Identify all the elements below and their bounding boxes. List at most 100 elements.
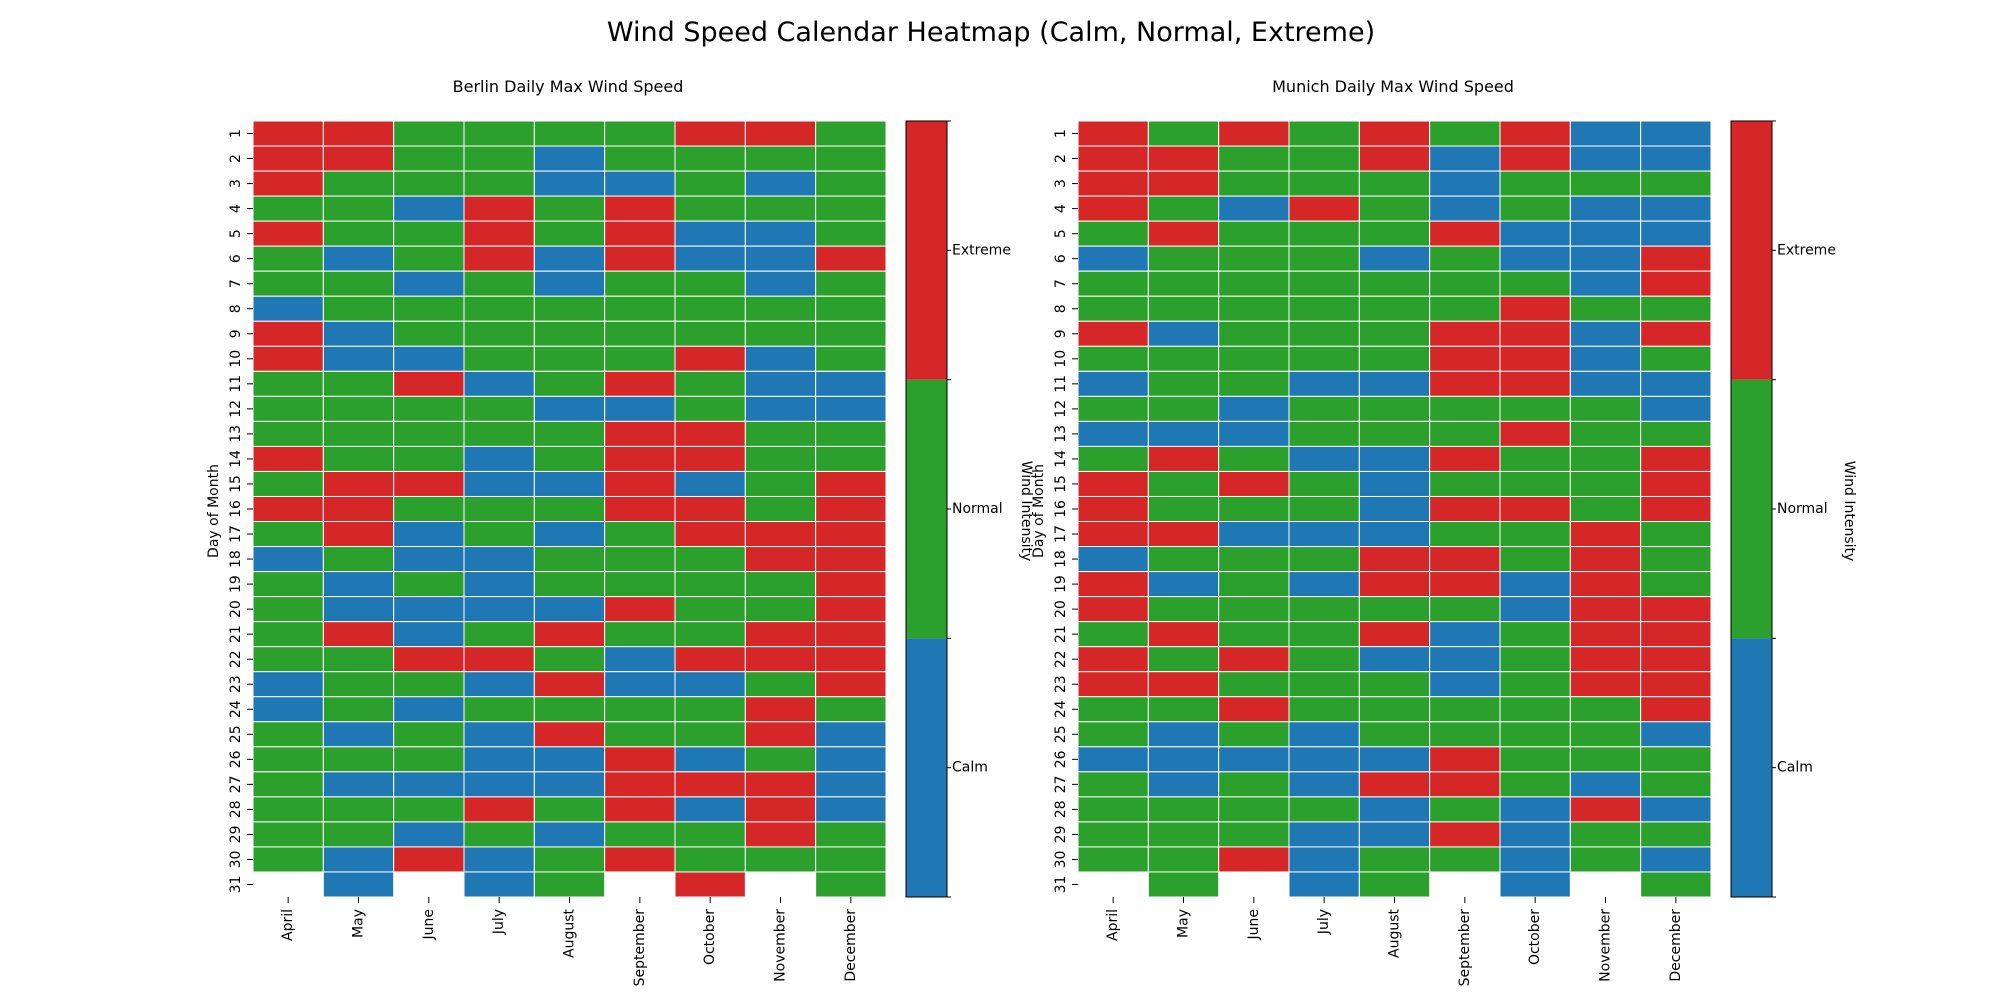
munich-cell-september-22	[1429, 646, 1501, 673]
berlin-cell-april-2	[252, 145, 324, 172]
munich-cell-august-18	[1358, 546, 1431, 573]
munich-cell-december-16	[1640, 495, 1712, 523]
berlin-cell-august-28	[533, 796, 606, 823]
munich-cell-may-29	[1147, 821, 1220, 848]
munich-cell-june-16	[1218, 495, 1290, 523]
berlin-cell-september-24	[604, 696, 676, 723]
munich-cell-october-7	[1499, 270, 1571, 297]
munich-cell-october-21	[1499, 621, 1571, 648]
berlin-cell-august-10	[533, 345, 606, 372]
munich-cell-may-9	[1147, 320, 1220, 347]
berlin-cell-october-28	[674, 796, 746, 823]
berlin-y-tick-label: 19	[228, 575, 244, 593]
berlin-cell-june-23	[393, 671, 465, 698]
berlin-cell-may-10	[322, 345, 395, 372]
berlin-y-tick-label: 12	[228, 400, 244, 418]
munich-cell-september-16	[1429, 495, 1501, 523]
munich-cell-june-26	[1218, 746, 1290, 773]
munich-cell-september-3	[1429, 170, 1501, 197]
berlin-cell-july-17	[463, 521, 535, 548]
munich-cell-april-5	[1077, 220, 1149, 247]
munich-cell-april-30	[1077, 846, 1149, 873]
munich-cell-september-4	[1429, 195, 1501, 222]
munich-cell-july-8	[1288, 295, 1360, 322]
munich-y-tick-label: 10	[1053, 350, 1069, 368]
munich-cell-october-26	[1499, 746, 1571, 773]
munich-cell-december-11	[1640, 370, 1712, 397]
munich-cell-october-9	[1499, 320, 1571, 347]
munich-y-tick-label: 18	[1053, 550, 1069, 568]
munich-cell-july-16	[1288, 495, 1360, 523]
munich-cell-july-25	[1288, 721, 1360, 748]
munich-cell-august-21	[1358, 621, 1431, 648]
berlin-cell-december-12	[815, 395, 887, 422]
berlin-cell-december-29	[815, 821, 887, 848]
berlin-cell-august-21	[533, 621, 606, 648]
munich-colorbar-label: Wind Intensity	[1841, 461, 1857, 562]
munich-cell-may-22	[1147, 646, 1220, 673]
munich-cell-october-16	[1499, 495, 1571, 523]
berlin-cell-september-28	[604, 796, 676, 823]
munich-cell-september-23	[1429, 671, 1501, 698]
berlin-cell-october-21	[674, 621, 746, 648]
munich-colorbar-label-extreme: Extreme	[1777, 242, 1836, 258]
munich-cell-may-10	[1147, 345, 1220, 372]
berlin-cell-december-5	[815, 220, 887, 247]
berlin-cell-november-5	[744, 220, 817, 247]
berlin-cell-june-10	[393, 345, 465, 372]
munich-y-tick-label: 28	[1053, 800, 1069, 818]
berlin-y-tick-label: 3	[228, 179, 244, 188]
berlin-cell-may-24	[322, 696, 395, 723]
munich-cell-december-25	[1640, 721, 1712, 748]
berlin-colorbar-label-extreme: Extreme	[952, 242, 1011, 258]
berlin-cell-july-16	[463, 495, 535, 523]
berlin-cell-may-8	[322, 295, 395, 322]
berlin-cell-august-27	[533, 771, 606, 798]
berlin-cell-may-23	[322, 671, 395, 698]
munich-cell-august-5	[1358, 220, 1431, 247]
berlin-x-tick-label: December	[843, 909, 859, 982]
munich-colorbar-label-calm: Calm	[1777, 760, 1813, 776]
munich-x-tick-label: November	[1598, 909, 1614, 982]
munich-cell-july-17	[1288, 521, 1360, 548]
berlin-cell-october-23	[674, 671, 746, 698]
berlin-cell-november-27	[744, 771, 817, 798]
munich-cell-september-1	[1429, 120, 1501, 147]
berlin-cell-june-7	[393, 270, 465, 297]
munich-cell-july-31	[1288, 871, 1360, 898]
berlin-cell-june-16	[393, 495, 465, 523]
berlin-cell-july-10	[463, 345, 535, 372]
berlin-cell-august-5	[533, 220, 606, 247]
berlin-cell-august-31	[533, 871, 606, 898]
berlin-y-tick-label: 26	[228, 750, 244, 768]
berlin-y-tick-label: 17	[228, 525, 244, 543]
munich-cell-june-23	[1218, 671, 1290, 698]
berlin-cell-august-2	[533, 145, 606, 172]
berlin-colorbar-normal	[906, 379, 947, 639]
berlin-cell-april-8	[252, 295, 324, 322]
munich-cell-december-6	[1640, 245, 1712, 272]
berlin-cell-august-8	[533, 295, 606, 322]
munich-cell-july-10	[1288, 345, 1360, 372]
munich-cell-september-9	[1429, 320, 1501, 347]
munich-cell-september-26	[1429, 746, 1501, 773]
berlin-cell-december-13	[815, 420, 887, 447]
munich-cell-may-20	[1147, 596, 1220, 623]
munich-cell-april-10	[1077, 345, 1149, 372]
munich-cell-may-7	[1147, 270, 1220, 297]
berlin-cell-may-20	[322, 596, 395, 623]
munich-cell-september-27	[1429, 771, 1501, 798]
munich-cell-september-24	[1429, 696, 1501, 723]
berlin-cell-august-12	[533, 395, 606, 422]
munich-cell-november-11	[1569, 370, 1642, 397]
berlin-cell-october-11	[674, 370, 746, 397]
munich-cell-july-15	[1288, 470, 1360, 497]
berlin-cell-may-19	[322, 571, 395, 598]
berlin-cell-november-18	[744, 546, 817, 573]
munich-cell-june-17	[1218, 521, 1290, 548]
berlin-y-tick-label: 8	[228, 304, 244, 313]
munich-cell-june-25	[1218, 721, 1290, 748]
berlin-cell-november-4	[744, 195, 817, 222]
berlin-cell-april-15	[252, 470, 324, 497]
berlin-cell-october-18	[674, 546, 746, 573]
